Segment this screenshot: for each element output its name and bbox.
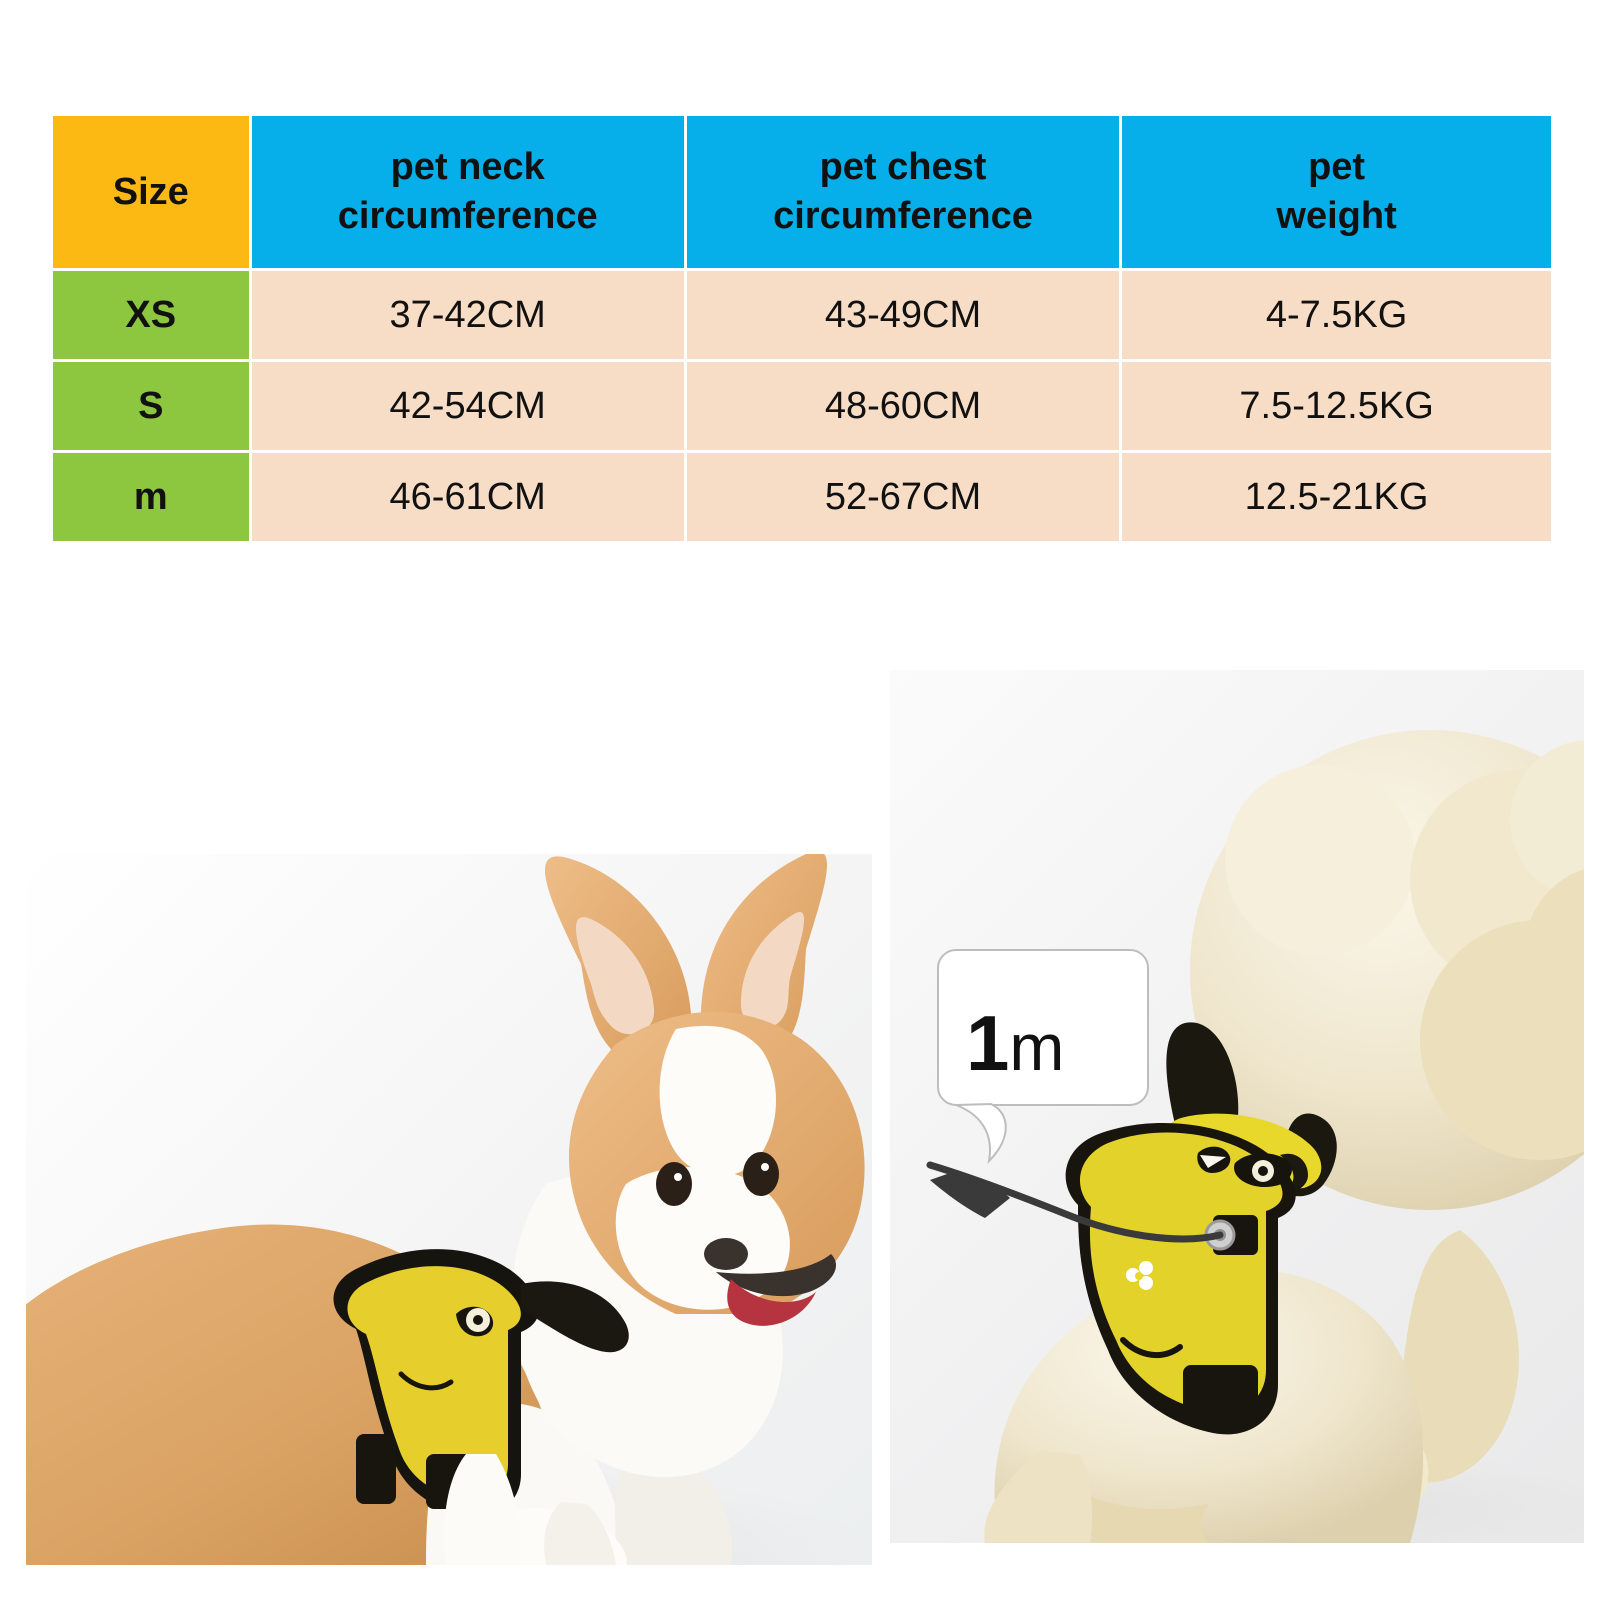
svg-text:1m: 1m — [966, 999, 1064, 1087]
